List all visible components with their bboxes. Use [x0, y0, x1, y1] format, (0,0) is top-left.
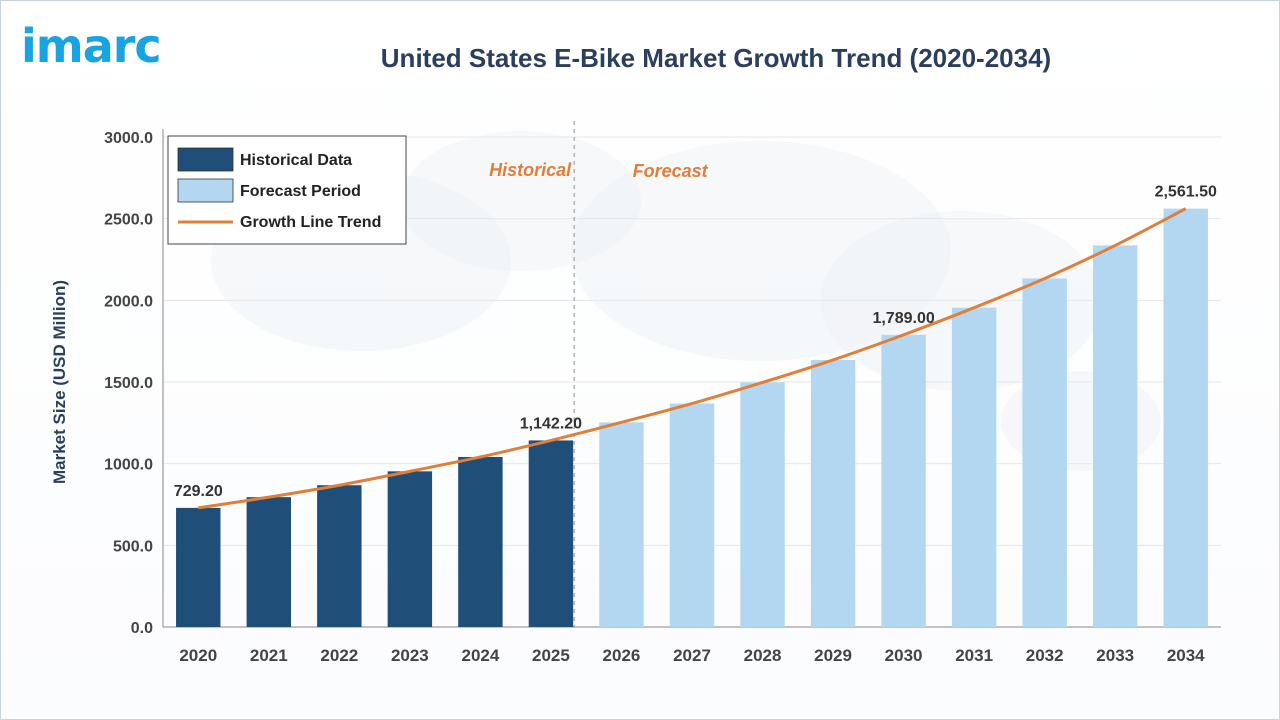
legend-swatch-0	[177, 147, 234, 172]
y-tick-label: 2500.0	[104, 212, 153, 229]
bar-2025	[528, 440, 574, 627]
x-tick-label: 2021	[250, 646, 288, 665]
chart-title: United States E-Bike Market Growth Trend…	[380, 43, 1052, 73]
bar-2026	[599, 422, 644, 627]
bar-2029	[810, 359, 856, 627]
bar-2030	[881, 334, 926, 627]
imarc-logo: imarc	[21, 19, 162, 73]
y-tick-label: 2000.0	[104, 293, 153, 310]
bar-2020	[176, 507, 221, 627]
bar-2033	[1092, 245, 1138, 627]
legend-entry-2: Growth Line Trend	[240, 214, 381, 231]
y-tick-label: 500.0	[113, 538, 153, 555]
bar-2021	[246, 497, 292, 627]
historical-phase-label: Historical	[489, 160, 572, 180]
x-tick-label: 2022	[320, 646, 358, 665]
y-tick-label: 1500.0	[104, 375, 153, 392]
y-tick-label: 0.0	[131, 620, 153, 637]
x-tick-label: 2027	[673, 646, 711, 665]
bar-2032	[1022, 278, 1067, 627]
data-label-2020: 729.20	[174, 483, 223, 500]
y-tick-label: 3000.0	[104, 130, 153, 147]
data-label-2034: 2,561.50	[1155, 184, 1217, 201]
x-tick-label: 2023	[391, 646, 429, 665]
data-label-2025: 1,142.20	[520, 415, 582, 432]
bar-2022	[317, 485, 362, 627]
y-axis-label: Market Size (USD Million)	[50, 280, 69, 484]
bar-2031	[951, 307, 997, 627]
data-label-2030: 1,789.00	[872, 310, 934, 327]
bar-2024	[458, 456, 503, 627]
x-tick-label: 2025	[532, 646, 570, 665]
y-tick-label: 1000.0	[104, 457, 153, 474]
x-tick-label: 2029	[814, 646, 852, 665]
growth-trend-line	[198, 207, 1187, 510]
bar-2027	[669, 403, 715, 627]
x-tick-label: 2028	[744, 646, 782, 665]
x-tick-label: 2030	[885, 646, 923, 665]
legend-entry-1: Forecast Period	[240, 183, 361, 200]
x-tick-label: 2026	[603, 646, 641, 665]
x-tick-label: 2034	[1167, 646, 1205, 665]
bar-2034	[1163, 208, 1208, 627]
bar-2028	[740, 382, 785, 627]
legend-entry-0: Historical Data	[240, 152, 352, 169]
x-tick-label: 2032	[1026, 646, 1064, 665]
x-tick-label: 2024	[461, 646, 499, 665]
x-tick-label: 2031	[955, 646, 993, 665]
forecast-phase-label: Forecast	[633, 161, 709, 181]
bar-2023	[387, 471, 433, 627]
legend-swatch-1	[177, 178, 234, 203]
x-tick-label: 2033	[1096, 646, 1134, 665]
x-tick-label: 2020	[179, 646, 217, 665]
